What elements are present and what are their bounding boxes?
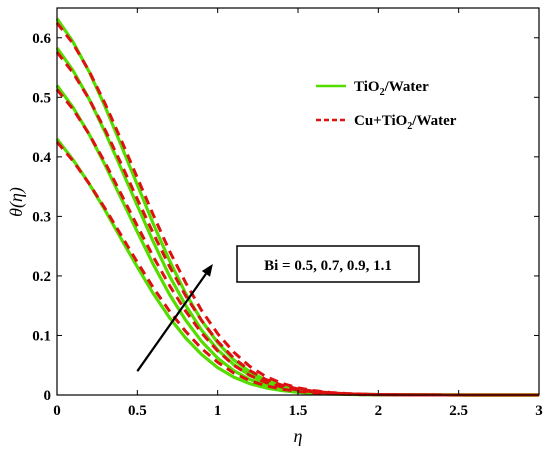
y-tick-label: 0.4 — [32, 150, 51, 166]
plot-area — [57, 8, 539, 395]
legend-label-cu-tio2: Cu+TiO2/Water — [354, 113, 457, 132]
cu-tio2-water-curve-bi-0.9 — [55, 51, 540, 397]
x-tick-label: 1 — [214, 403, 222, 419]
x-axis-label: η — [294, 426, 303, 446]
y-tick-label: 0.1 — [32, 328, 51, 344]
y-tick-label: 0 — [44, 388, 52, 404]
x-tick-label: 2.5 — [449, 403, 468, 419]
y-axis-ticks: 0 0.1 0.2 0.3 0.4 0.5 0.6 — [32, 31, 539, 404]
y-tick-label: 0.5 — [32, 90, 51, 106]
annotation-text: Bi = 0.5, 0.7, 0.9, 1.1 — [264, 258, 392, 274]
annotation-box — [236, 245, 420, 283]
x-tick-label: 1.5 — [289, 403, 308, 419]
x-axis-ticks: 0 0.5 1 1.5 2 2.5 3 — [53, 8, 543, 419]
x-tick-label: 3 — [535, 403, 543, 419]
y-tick-label: 0.2 — [32, 269, 51, 285]
annotation: Bi = 0.5, 0.7, 0.9, 1.1 — [136, 245, 420, 372]
legend: TiO2/Water Cu+TiO2/Water — [316, 79, 457, 132]
y-tick-label: 0.3 — [32, 209, 51, 225]
x-tick-label: 0.5 — [128, 403, 147, 419]
x-tick-label: 2 — [375, 403, 383, 419]
annotation-arrowhead — [201, 264, 213, 277]
y-axis-label: θ(η) — [6, 187, 27, 217]
annotation-arrow — [136, 273, 207, 372]
y-tick-label: 0.6 — [32, 31, 51, 47]
x-tick-label: 0 — [53, 403, 61, 419]
legend-label-tio2: TiO2/Water — [354, 79, 429, 98]
